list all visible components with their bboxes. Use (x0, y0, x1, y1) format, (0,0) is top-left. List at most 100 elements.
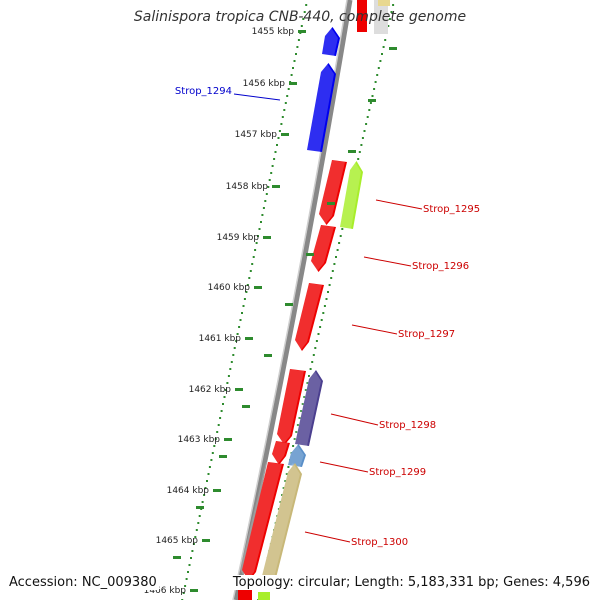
ruler-dot (188, 564, 191, 566)
ruler-dot (226, 382, 229, 384)
ruler-dot (252, 256, 255, 258)
ruler-dot (230, 361, 233, 363)
ruler-tick-label: 1458 kbp (226, 182, 269, 192)
ruler-dot (285, 473, 288, 475)
gene-feature[interactable] (277, 369, 306, 445)
ruler-dot (295, 431, 298, 433)
ruler-dot (204, 487, 207, 489)
gene-feature[interactable] (357, 0, 367, 32)
ruler-dot (360, 144, 363, 146)
ruler-dot (314, 347, 317, 349)
ruler-dot (298, 417, 301, 419)
ruler-dot (323, 305, 326, 307)
ruler-dot (309, 368, 312, 370)
ruler-dot (333, 263, 336, 265)
ruler-tick-mark (306, 253, 314, 256)
ruler-dot (368, 109, 371, 111)
ruler-dot (210, 459, 213, 461)
ruler-tick-mark (285, 303, 293, 306)
ruler-dot (248, 277, 251, 279)
gene-feature[interactable] (295, 370, 323, 446)
ruler-tick-label: 1462 kbp (189, 385, 232, 395)
gene-feature[interactable] (307, 63, 336, 152)
gene-feature[interactable] (340, 161, 363, 229)
gene-feature[interactable] (322, 27, 340, 56)
ruler-tick-label: 1456 kbp (243, 79, 286, 89)
gene-feature[interactable] (238, 588, 252, 600)
ruler-dot (311, 361, 314, 363)
ruler-dot (303, 396, 306, 398)
gene-feature[interactable] (258, 592, 270, 600)
ruler-tick-label: 1461 kbp (199, 334, 242, 344)
ruler-dot (273, 158, 276, 160)
ruler-dot (239, 319, 242, 321)
ruler-tick-mark (224, 438, 232, 441)
gene-label[interactable]: Strop_1297 (398, 329, 455, 340)
ruler-dot (217, 424, 220, 426)
gene-label[interactable]: Strop_1294 (175, 86, 232, 97)
ruler-dot (213, 445, 216, 447)
ruler-dot (371, 95, 374, 97)
gene-label[interactable]: Strop_1295 (423, 204, 480, 215)
gene-feature[interactable] (319, 160, 347, 225)
ruler-dot (327, 291, 329, 293)
ruler-dot (281, 494, 283, 496)
ruler-dot (292, 445, 295, 447)
ruler-dot (366, 116, 369, 118)
ruler-dot (227, 375, 230, 377)
ruler-dot (286, 95, 289, 97)
ruler-dot (280, 123, 283, 125)
ruler-dot (201, 501, 204, 503)
ruler-dot (357, 158, 360, 160)
ruler-dot (379, 60, 382, 62)
ruler-tick-mark (173, 556, 181, 559)
ruler-dot (331, 270, 334, 272)
ruler-tick-mark (327, 202, 335, 205)
gene-feature[interactable] (262, 463, 302, 578)
ruler-dot (258, 228, 261, 230)
ruler-dot (238, 326, 241, 328)
gene-label[interactable]: Strop_1300 (351, 537, 408, 548)
ruler-tick-label: 1464 kbp (167, 486, 210, 496)
ruler-dot (245, 291, 248, 293)
gene-feature[interactable] (378, 0, 390, 6)
ruler-dot (184, 585, 187, 587)
ruler-dot (306, 382, 309, 384)
ruler-dot (281, 116, 284, 118)
ruler-tick-mark (281, 133, 289, 136)
ruler-dot (214, 438, 217, 440)
gene-feature[interactable] (272, 441, 290, 465)
ruler-dot (335, 256, 337, 258)
ruler-dot (317, 333, 320, 335)
ruler-dot (268, 179, 271, 181)
gene-feature[interactable] (288, 444, 306, 467)
ruler-dot (216, 431, 219, 433)
ruler-tick-mark (202, 539, 210, 542)
ruler-dot (374, 81, 377, 83)
ruler-tick-labels: 1455 kbp 1456 kbp 1457 kbp 1458 kbp 1459 kbp… (144, 27, 397, 596)
ruler-dot (223, 396, 226, 398)
gene-feature[interactable] (242, 462, 284, 581)
ruler-tick-mark (196, 506, 204, 509)
ruler-dot (190, 557, 192, 559)
ruler-tick-label: 1455 kbp (252, 27, 295, 37)
gene-feature[interactable] (311, 225, 336, 272)
ruler-dot (255, 242, 258, 244)
gene-label[interactable]: Strop_1296 (412, 261, 469, 272)
ruler-dot (251, 263, 254, 265)
gene-label[interactable]: Strop_1299 (369, 467, 426, 478)
ruler-dot (303, 11, 306, 13)
ruler-dot (254, 249, 257, 251)
gene-feature[interactable] (374, 0, 388, 34)
ruler-dot (302, 18, 305, 20)
ruler-dot (300, 410, 303, 412)
ruler-tick-label: 1457 kbp (235, 130, 278, 140)
gene-label[interactable]: Strop_1298 (379, 420, 436, 431)
gene-features (238, 0, 390, 600)
ruler-tick-mark (289, 82, 297, 85)
ruler-tick-label: 1465 kbp (156, 536, 199, 546)
ruler-tick-label: 1459 kbp (217, 233, 260, 243)
gene-feature[interactable] (295, 283, 324, 351)
ruler-dot (297, 39, 300, 41)
gene-feature-shade (270, 441, 288, 465)
